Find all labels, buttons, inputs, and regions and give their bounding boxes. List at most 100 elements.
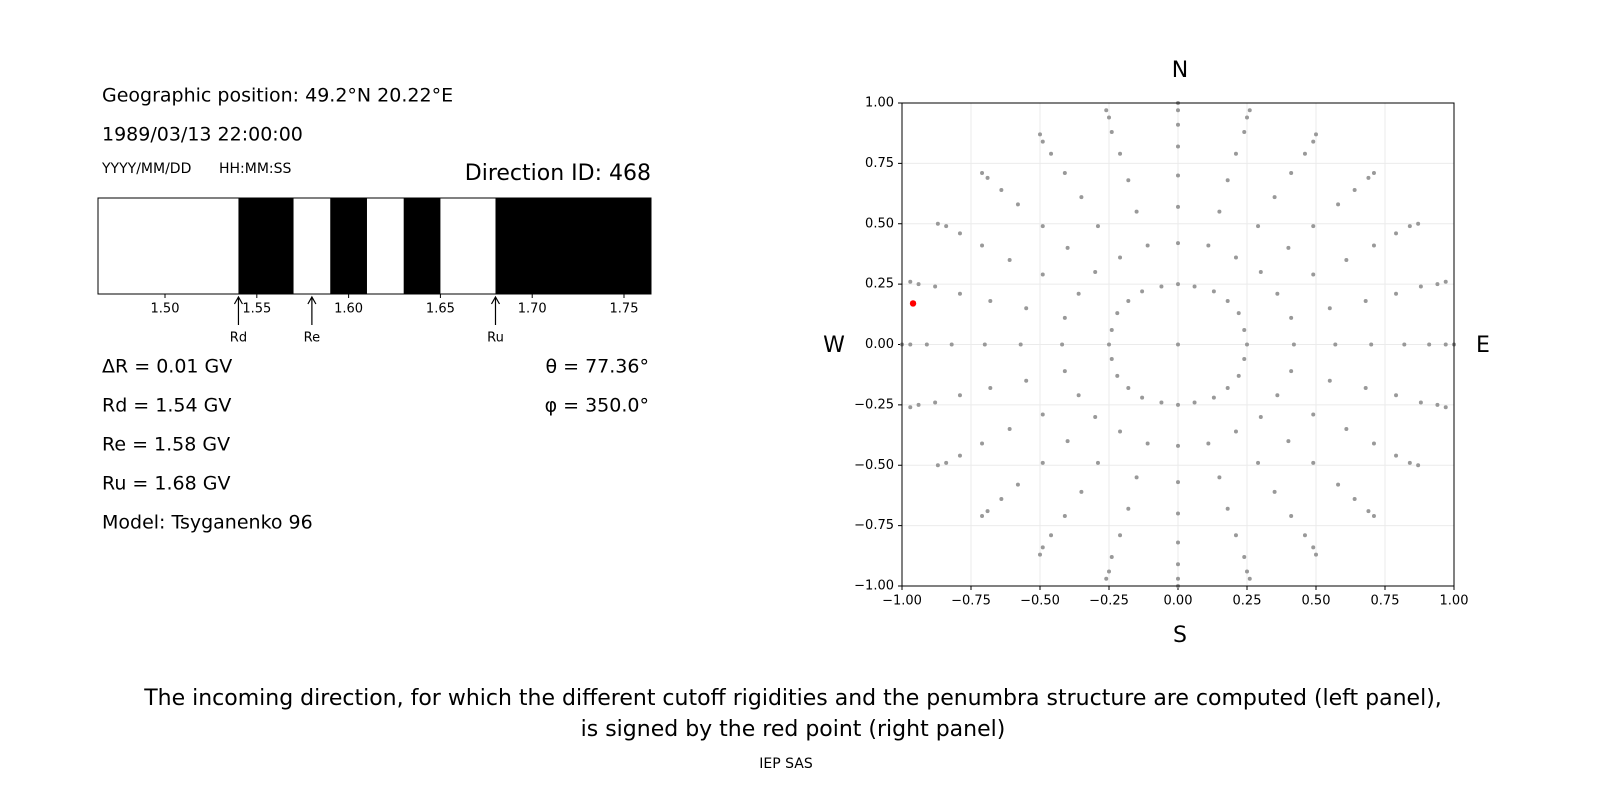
direction-point [1176,282,1180,287]
direction-point [1126,506,1131,511]
direction-point [1233,151,1238,156]
direction-point [1416,463,1421,468]
direction-point [944,224,949,229]
direction-point [1140,395,1145,400]
direction-point [1394,393,1399,398]
direction-point [1217,475,1222,480]
direction-point [1079,195,1084,200]
direction-point [1049,151,1054,156]
direction-point [1176,402,1180,407]
direction-point [980,441,985,446]
compass-label: N [1172,58,1188,83]
credit: IEP SAS [759,756,813,772]
datetime: 1989/03/13 22:00:00 [102,124,303,146]
direction-point [1126,178,1131,183]
direction-point [988,299,993,304]
direction-point [1245,569,1249,574]
direction-point [1018,342,1023,347]
direction-point [1245,342,1249,347]
direction-point [1062,171,1067,176]
direction-point [1118,533,1123,538]
direction-point [1134,475,1139,480]
direction-point [1176,122,1180,127]
direction-point [1286,439,1291,444]
direction-point [1217,209,1222,214]
direction-point [935,221,940,226]
plot-frame [901,102,1455,587]
direction-point [1109,129,1114,134]
direction-point [1145,441,1150,446]
direction-point [1115,311,1120,316]
direction-point [1159,284,1164,289]
direction-point [916,402,921,407]
direction-point [1176,108,1180,113]
direction-point [1118,255,1123,260]
direction-point [1079,489,1084,494]
direction-point [1076,291,1081,296]
marker-arrow [307,295,317,325]
y-tick-label: 0.00 [865,337,894,352]
direction-point [980,243,985,248]
direction-point [1416,221,1421,226]
direction-point [1118,429,1123,434]
direction-point [949,342,954,347]
direction-point [1040,460,1045,465]
direction-point [1272,489,1277,494]
x-tick-label: 0.00 [1164,594,1193,609]
forbidden-band [495,198,651,294]
forbidden-band [403,198,441,294]
direction-point [916,282,921,287]
direction-point [1311,545,1316,550]
direction-point [1109,356,1114,361]
marker-label: Ru [487,331,504,346]
parameter: Rd = 1.54 GV [102,395,231,417]
marker-label: Re [304,331,320,346]
direction-point [924,342,929,347]
direction-point [1107,569,1111,574]
direction-point [1336,482,1341,487]
direction-point [1435,402,1440,407]
direction-point [1176,511,1180,516]
direction-point [1289,369,1294,374]
direction-point [1038,132,1042,137]
direction-point [1176,480,1180,485]
direction-point [1107,342,1111,347]
direction-point [1333,342,1338,347]
direction-point [1007,427,1012,432]
x-tick-label: 1.00 [1440,594,1469,609]
direction-point [1418,400,1423,405]
x-tick-label: 1.65 [426,302,455,317]
direction-point [1242,555,1247,560]
y-tick-label: −1.00 [854,579,894,594]
y-tick-label: 0.75 [865,156,894,171]
parameter: Re = 1.58 GV [102,434,230,456]
direction-point [1104,108,1109,113]
forbidden-band [238,198,294,294]
y-tick-label: 0.50 [865,216,894,231]
direction-point [1093,270,1098,275]
direction-point [1371,243,1376,248]
marker-arrow [490,295,501,325]
direction-point [944,460,949,465]
direction-point [909,300,917,307]
direction-point [935,463,940,468]
parameter: ΔR = 0.01 GV [102,356,232,378]
direction-point [957,453,962,458]
direction-point [1040,412,1045,417]
direction-point [1242,328,1247,333]
caption: The incoming direction, for which the di… [143,686,1442,711]
direction-point [1192,284,1197,289]
direction-point [1394,231,1399,236]
direction-point [1275,393,1280,398]
direction-point [1206,243,1211,248]
direction-point [1015,202,1020,207]
direction-point [1435,282,1440,287]
direction-point [1211,289,1216,294]
direction-point [1024,378,1029,383]
x-tick-label: −0.75 [951,594,991,609]
direction-point [1371,513,1376,518]
direction-point [1352,187,1357,192]
direction-point [908,405,913,410]
direction-point [1369,342,1374,347]
